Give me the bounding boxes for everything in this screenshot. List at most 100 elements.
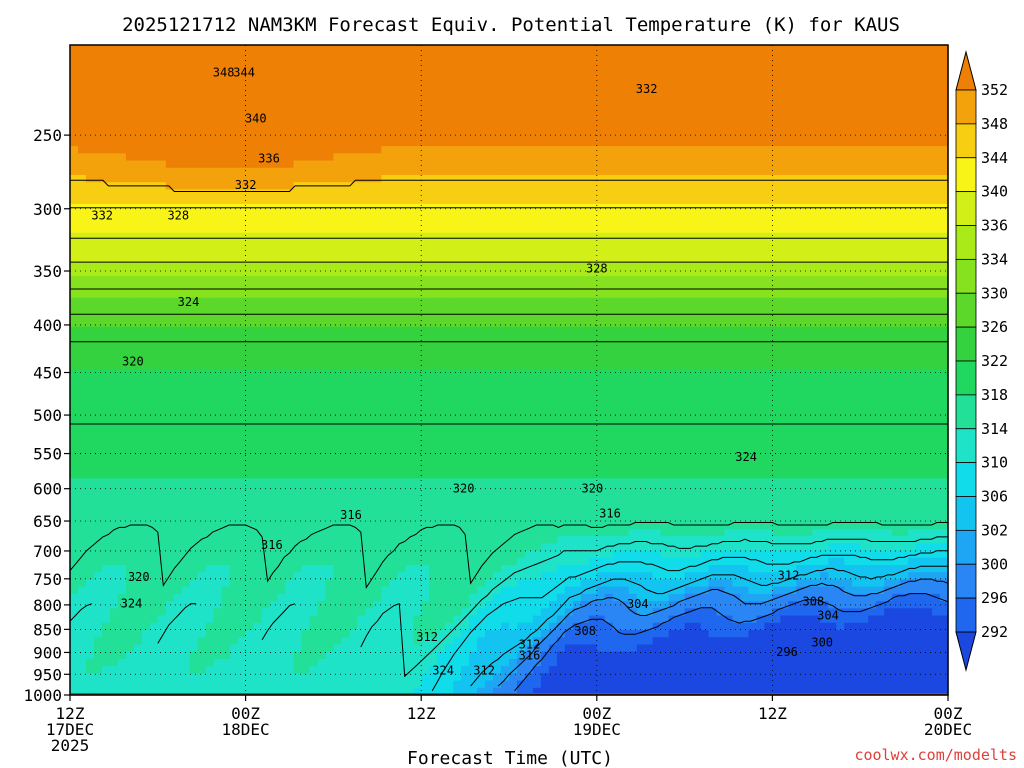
y-tick-label: 650 (33, 512, 62, 531)
contour-label: 312 (416, 630, 438, 644)
colorbar-swatch (955, 123, 977, 159)
contour-label: 332 (235, 178, 257, 192)
y-tick-label: 800 (33, 596, 62, 615)
colorbar-tick-label: 334 (981, 250, 1008, 268)
colorbar-swatch (955, 157, 977, 193)
contour-label: 320 (582, 482, 604, 496)
contour-label: 304 (817, 608, 839, 622)
contour-label: 316 (519, 649, 541, 663)
contour-label: 304 (627, 597, 649, 611)
y-tick-label: 400 (33, 316, 62, 335)
contour-label: 348 (213, 65, 235, 79)
colorbar-swatch (955, 563, 977, 599)
x-tick-label: 00Z (934, 704, 963, 723)
colorbar-tick-label: 340 (981, 183, 1008, 201)
y-tick-label: 950 (33, 665, 62, 684)
x-tick-label: 00Z (582, 704, 611, 723)
colorbar-swatch (955, 597, 977, 633)
colorbar-tick-label: 310 (981, 454, 1008, 472)
contour-label: 324 (178, 295, 200, 309)
x-tick-label: 18DEC (222, 720, 270, 739)
x-tick-label: 19DEC (573, 720, 621, 739)
x-tick-label: 12Z (407, 704, 436, 723)
contour-label: 308 (574, 624, 596, 638)
contour-label: 300 (811, 636, 833, 650)
colorbar-tick-label: 318 (981, 386, 1008, 404)
contour-label: 320 (128, 570, 150, 584)
contour-label: 324 (432, 663, 454, 677)
colorbar-swatch (955, 360, 977, 396)
contour-label: 312 (778, 569, 800, 583)
x-tick-label: 12Z (56, 704, 85, 723)
y-tick-label: 550 (33, 445, 62, 464)
contour-label: 344 (233, 65, 255, 79)
colorbar-tick-label: 336 (981, 217, 1008, 235)
colorbar-tick-label: 352 (981, 81, 1008, 99)
y-tick-label: 1000 (23, 686, 62, 705)
y-tick-label: 600 (33, 480, 62, 499)
colorbar-tick-label: 344 (981, 149, 1008, 167)
contour-label: 324 (121, 596, 143, 610)
colorbar-swatch (955, 191, 977, 226)
colorbar-swatch (955, 529, 977, 565)
contour-label: 316 (340, 508, 362, 522)
y-tick-label: 700 (33, 542, 62, 561)
y-tick-label: 300 (33, 200, 62, 219)
colorbar-swatch (955, 292, 977, 328)
y-axis: 250 300 350 400 450 500 550 600 650 700 750 800 850 9… (23, 126, 70, 705)
colorbar: 352 348 344 340 336 334 330 326 322 318 314 310 306 3… (955, 50, 1008, 672)
y-tick-label: 250 (33, 126, 62, 145)
y-tick-label: 450 (33, 364, 62, 383)
x-tick-label: 20DEC (924, 720, 972, 739)
heatmap-field (70, 45, 949, 696)
contour-label: 308 (803, 594, 825, 608)
contour-label: 328 (586, 262, 608, 276)
colorbar-tick-label: 314 (981, 420, 1008, 438)
colorbar-swatch (955, 394, 977, 430)
colorbar-swatch (955, 462, 977, 497)
credit-text: coolwx.com/modelts (854, 746, 1017, 764)
y-tick-label: 900 (33, 643, 62, 662)
x-tick-label: 2025 (51, 736, 90, 755)
x-tick-label: 17DEC (46, 720, 94, 739)
y-tick-label: 500 (33, 406, 62, 425)
contour-lines (69, 179, 949, 692)
terrain-band (70, 693, 948, 695)
colorbar-tick-label: 296 (981, 589, 1008, 607)
contour-label: 312 (519, 638, 541, 652)
contour-label: 332 (636, 82, 658, 96)
contour-label: 316 (599, 507, 621, 521)
colorbar-swatch (955, 428, 977, 464)
contour-label: 296 (776, 645, 798, 659)
colorbar-tick-label: 292 (981, 623, 1008, 641)
contour-label: 320 (122, 355, 144, 369)
contour-label: 324 (735, 450, 757, 464)
colorbar-swatch (955, 496, 977, 531)
y-tick-label: 350 (33, 262, 62, 281)
colorbar-swatch (955, 225, 977, 260)
chart-title: 2025121712 NAM3KM Forecast Equiv. Potent… (122, 14, 900, 36)
colorbar-swatch (955, 258, 977, 294)
x-tick-label: 00Z (231, 704, 260, 723)
x-axis-label: Forecast Time (UTC) (407, 748, 613, 768)
colorbar-tick-label: 300 (981, 555, 1008, 573)
contour-label: 320 (453, 482, 475, 496)
contour-label: 316 (261, 538, 283, 552)
contour-label: 332 (91, 208, 113, 222)
colorbar-tick-label: 306 (981, 488, 1008, 506)
plot-frame (69, 44, 949, 696)
colorbar-tick-label: 330 (981, 284, 1008, 302)
y-tick-label: 850 (33, 620, 62, 639)
contour-label: 312 (473, 663, 495, 677)
colorbar-top-arrow (955, 50, 977, 91)
contour-label: 328 (167, 208, 189, 222)
contour-label: 340 (245, 112, 267, 126)
colorbar-bottom-arrow (955, 631, 977, 672)
x-tick-label: 12Z (758, 704, 787, 723)
colorbar-swatch (955, 89, 977, 125)
y-tick-label: 750 (33, 570, 62, 589)
colorbar-swatch (955, 326, 977, 362)
